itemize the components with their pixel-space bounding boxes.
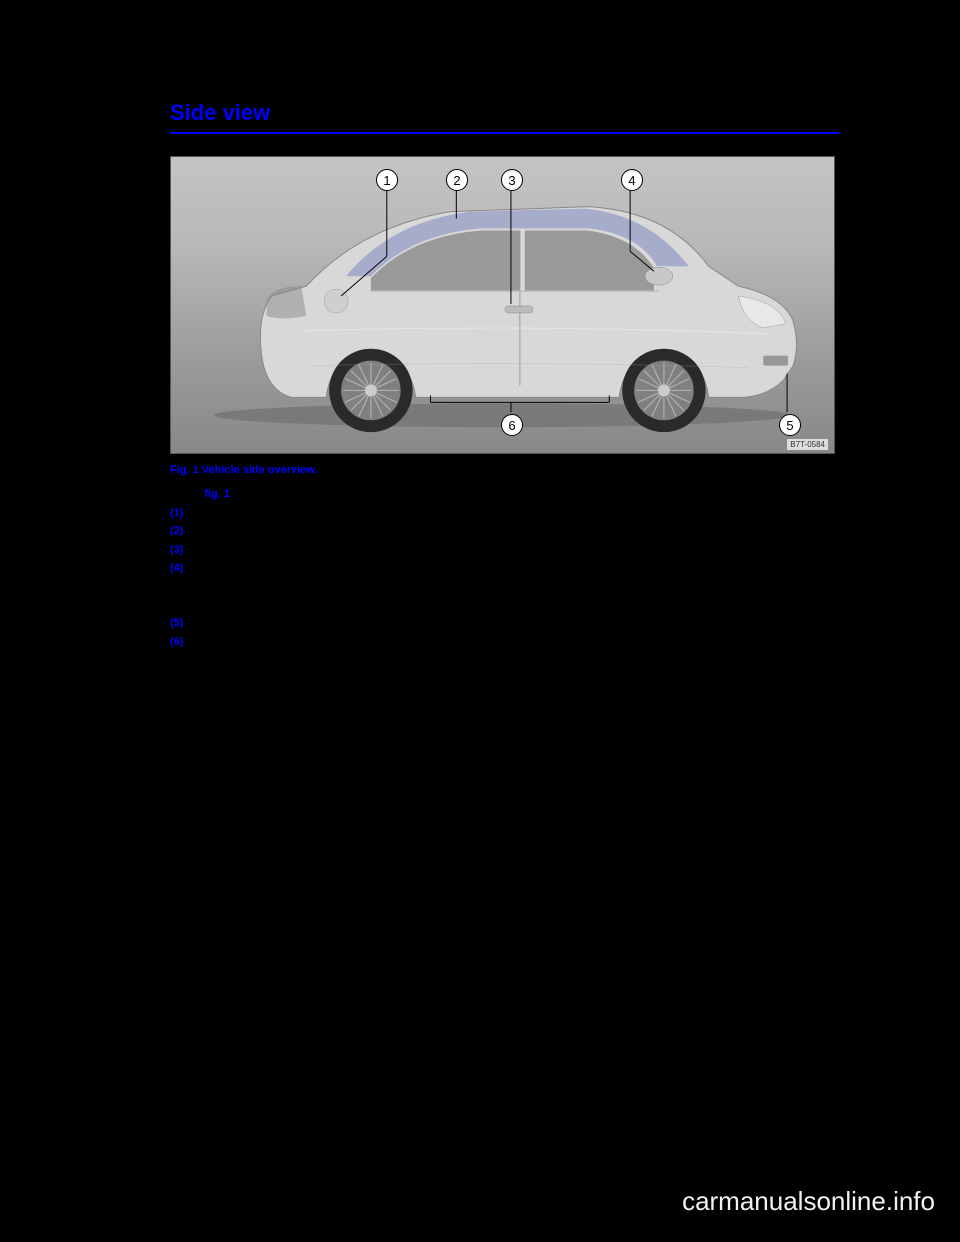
key-sub-4a: – Additional turn signal light [194,580,840,595]
key-sub-4b: – Background lighting [194,598,840,613]
callout-1: 1 [376,169,398,191]
key-intro-prefix: Key to [170,488,204,500]
page-heading: Side view [170,100,840,134]
key-intro: Key to fig. 1: [170,488,840,500]
key-intro-suffix: : [230,488,233,500]
key-text-2: CSC roof [194,524,239,539]
key-item: (1) Fuel filler flap [170,506,840,521]
key-text-1: Fuel filler flap [194,506,259,521]
vehicle-figure: 1 2 3 4 5 6 B7T-0584 [170,156,835,454]
key-num-4: (4) [170,561,194,576]
car-illustration [171,157,834,453]
key-num-1: (1) [170,506,194,521]
key-item: (2) CSC roof [170,524,840,539]
key-num-2: (2) [170,524,194,539]
watermark: carmanualsonline.info [682,1186,935,1217]
key-num-5: (5) [170,616,194,631]
key-intro-ref: fig. 1 [204,488,230,500]
key-item: (5) Side marker light [170,616,840,631]
callout-6: 6 [501,414,523,436]
key-text-4: Outside mirror [194,561,264,576]
key-text-6: Lift points for the jack [194,635,298,650]
callout-2: 2 [446,169,468,191]
figure-code: B7T-0584 [787,439,828,450]
key-item: (3) Outside door handle [170,543,840,558]
callout-3: 3 [501,169,523,191]
key-text-3: Outside door handle [194,543,293,558]
key-num-3: (3) [170,543,194,558]
key-text-5: Side marker light [194,616,277,631]
key-item: (4) Outside mirror [170,561,840,576]
key-list: (1) Fuel filler flap (2) CSC roof (3) Ou… [170,506,840,650]
figure-caption: Fig. 1 Vehicle side overview. [170,464,840,476]
key-item: (6) Lift points for the jack [170,635,840,650]
callout-5: 5 [779,414,801,436]
key-num-6: (6) [170,635,194,650]
callout-4: 4 [621,169,643,191]
